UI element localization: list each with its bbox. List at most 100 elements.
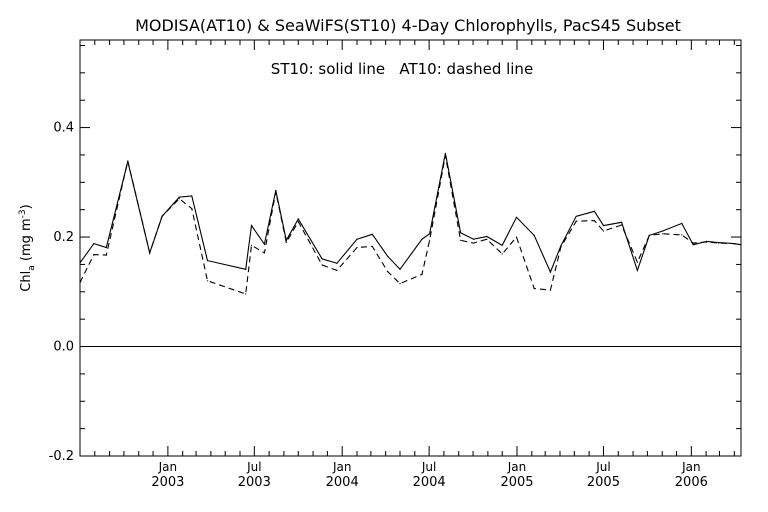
data-point-st10 bbox=[250, 225, 253, 227]
data-point-at10 bbox=[486, 238, 488, 240]
x-tick-label-year: 2005 bbox=[500, 475, 533, 490]
data-point-st10 bbox=[501, 244, 503, 246]
x-axis: Jan2003Jul2003Jan2004Jul2004Jan2005Jul20… bbox=[79, 40, 735, 490]
data-point-at10 bbox=[297, 221, 299, 223]
data-point-st10 bbox=[336, 262, 338, 264]
data-point-at10 bbox=[718, 242, 720, 244]
data-point-at10 bbox=[560, 246, 562, 248]
data-point-st10 bbox=[460, 232, 462, 234]
data-point-st10 bbox=[444, 152, 446, 154]
data-point-st10 bbox=[662, 230, 664, 232]
data-point-at10 bbox=[593, 220, 596, 222]
data-point-st10 bbox=[429, 233, 431, 235]
data-point-at10 bbox=[336, 269, 338, 271]
series-layer bbox=[79, 152, 742, 295]
data-point-st10 bbox=[263, 243, 265, 245]
chart-title: MODISA(AT10) & SeaWiFS(ST10) 4-Day Chlor… bbox=[135, 16, 681, 35]
data-point-st10 bbox=[275, 189, 277, 192]
data-point-at10 bbox=[602, 230, 605, 232]
data-point-at10 bbox=[549, 289, 552, 291]
y-tick-label: -0.2 bbox=[49, 449, 74, 464]
data-point-at10 bbox=[575, 220, 577, 222]
data-point-st10 bbox=[399, 268, 401, 270]
y-axis-label-unit-exponent: -3 bbox=[18, 209, 28, 218]
data-point-st10 bbox=[206, 260, 209, 262]
data-point-st10 bbox=[515, 216, 518, 218]
data-point-at10 bbox=[706, 241, 708, 243]
data-point-st10 bbox=[79, 262, 81, 264]
series-line-at10 bbox=[79, 155, 742, 295]
y-tick-label: 0.2 bbox=[53, 230, 74, 245]
data-point-at10 bbox=[399, 283, 401, 285]
data-point-at10 bbox=[460, 239, 462, 241]
series-legend-annotation: ST10: solid line AT10: dashed line bbox=[271, 60, 533, 78]
data-point-st10 bbox=[593, 210, 596, 212]
data-point-st10 bbox=[371, 233, 373, 235]
y-axis-label-subscript: a bbox=[27, 265, 37, 271]
data-point-at10 bbox=[501, 253, 503, 255]
data-point-at10 bbox=[444, 154, 446, 157]
data-point-at10 bbox=[692, 242, 694, 244]
data-point-at10 bbox=[681, 234, 683, 236]
y-axis-label-unit: (mg m bbox=[19, 218, 34, 265]
data-point-st10 bbox=[245, 268, 247, 270]
data-point-st10 bbox=[472, 238, 475, 240]
x-tick-label-month: Jan bbox=[507, 460, 527, 474]
data-point-st10 bbox=[692, 244, 694, 246]
data-point-st10 bbox=[356, 238, 358, 240]
data-point-st10 bbox=[549, 271, 552, 273]
data-point-at10 bbox=[621, 224, 623, 226]
x-tick-label-month: Jul bbox=[421, 460, 436, 474]
data-point-at10 bbox=[191, 208, 193, 210]
x-tick-label-year: 2004 bbox=[326, 475, 359, 490]
data-point-st10 bbox=[297, 218, 299, 220]
data-point-st10 bbox=[486, 235, 488, 238]
x-tick-label-year: 2003 bbox=[151, 475, 184, 490]
data-point-at10 bbox=[79, 281, 81, 284]
data-point-at10 bbox=[321, 264, 323, 266]
data-point-at10 bbox=[250, 244, 253, 246]
y-tick-label: 0.0 bbox=[53, 340, 74, 355]
y-axis-label-unit-close: ) bbox=[19, 204, 34, 209]
data-point-at10 bbox=[662, 233, 664, 235]
y-axis: -0.2 0.0 0.2 0.4 bbox=[49, 44, 741, 464]
data-point-st10 bbox=[621, 221, 623, 223]
data-point-st10 bbox=[387, 255, 389, 257]
y-axis-label: Chla (mg m-3) bbox=[18, 204, 37, 291]
data-point-at10 bbox=[387, 270, 389, 273]
data-point-at10 bbox=[421, 273, 423, 275]
data-point-at10 bbox=[648, 234, 650, 236]
data-point-at10 bbox=[263, 252, 265, 254]
x-tick-label-year: 2003 bbox=[238, 475, 271, 490]
data-point-at10 bbox=[178, 198, 180, 200]
data-point-st10 bbox=[178, 196, 180, 198]
data-point-st10 bbox=[681, 222, 683, 224]
data-point-at10 bbox=[740, 244, 742, 246]
data-point-at10 bbox=[285, 241, 287, 244]
data-point-st10 bbox=[636, 269, 639, 271]
data-point-at10 bbox=[371, 245, 373, 247]
data-point-at10 bbox=[636, 261, 639, 263]
data-point-st10 bbox=[321, 258, 323, 260]
data-point-st10 bbox=[533, 234, 535, 236]
series-line-st10 bbox=[79, 153, 742, 274]
data-point-at10 bbox=[429, 239, 431, 241]
data-point-at10 bbox=[275, 191, 277, 193]
x-tick-label-month: Jul bbox=[595, 460, 610, 474]
x-tick-label-year: 2006 bbox=[675, 475, 708, 490]
data-point-st10 bbox=[93, 243, 95, 245]
x-tick-label-month: Jan bbox=[158, 460, 178, 474]
data-point-at10 bbox=[93, 254, 95, 256]
data-point-st10 bbox=[191, 195, 193, 197]
data-point-at10 bbox=[105, 254, 107, 256]
data-point-at10 bbox=[515, 236, 518, 238]
data-point-at10 bbox=[733, 243, 735, 245]
data-point-st10 bbox=[575, 215, 577, 217]
x-tick-label-year: 2004 bbox=[413, 475, 446, 490]
x-tick-label-month: Jan bbox=[681, 460, 701, 474]
data-point-at10 bbox=[206, 280, 209, 282]
x-tick-label-year: 2005 bbox=[587, 475, 620, 490]
data-point-at10 bbox=[161, 215, 163, 217]
data-point-at10 bbox=[533, 287, 535, 290]
y-axis-label-main: Chl bbox=[19, 271, 34, 292]
